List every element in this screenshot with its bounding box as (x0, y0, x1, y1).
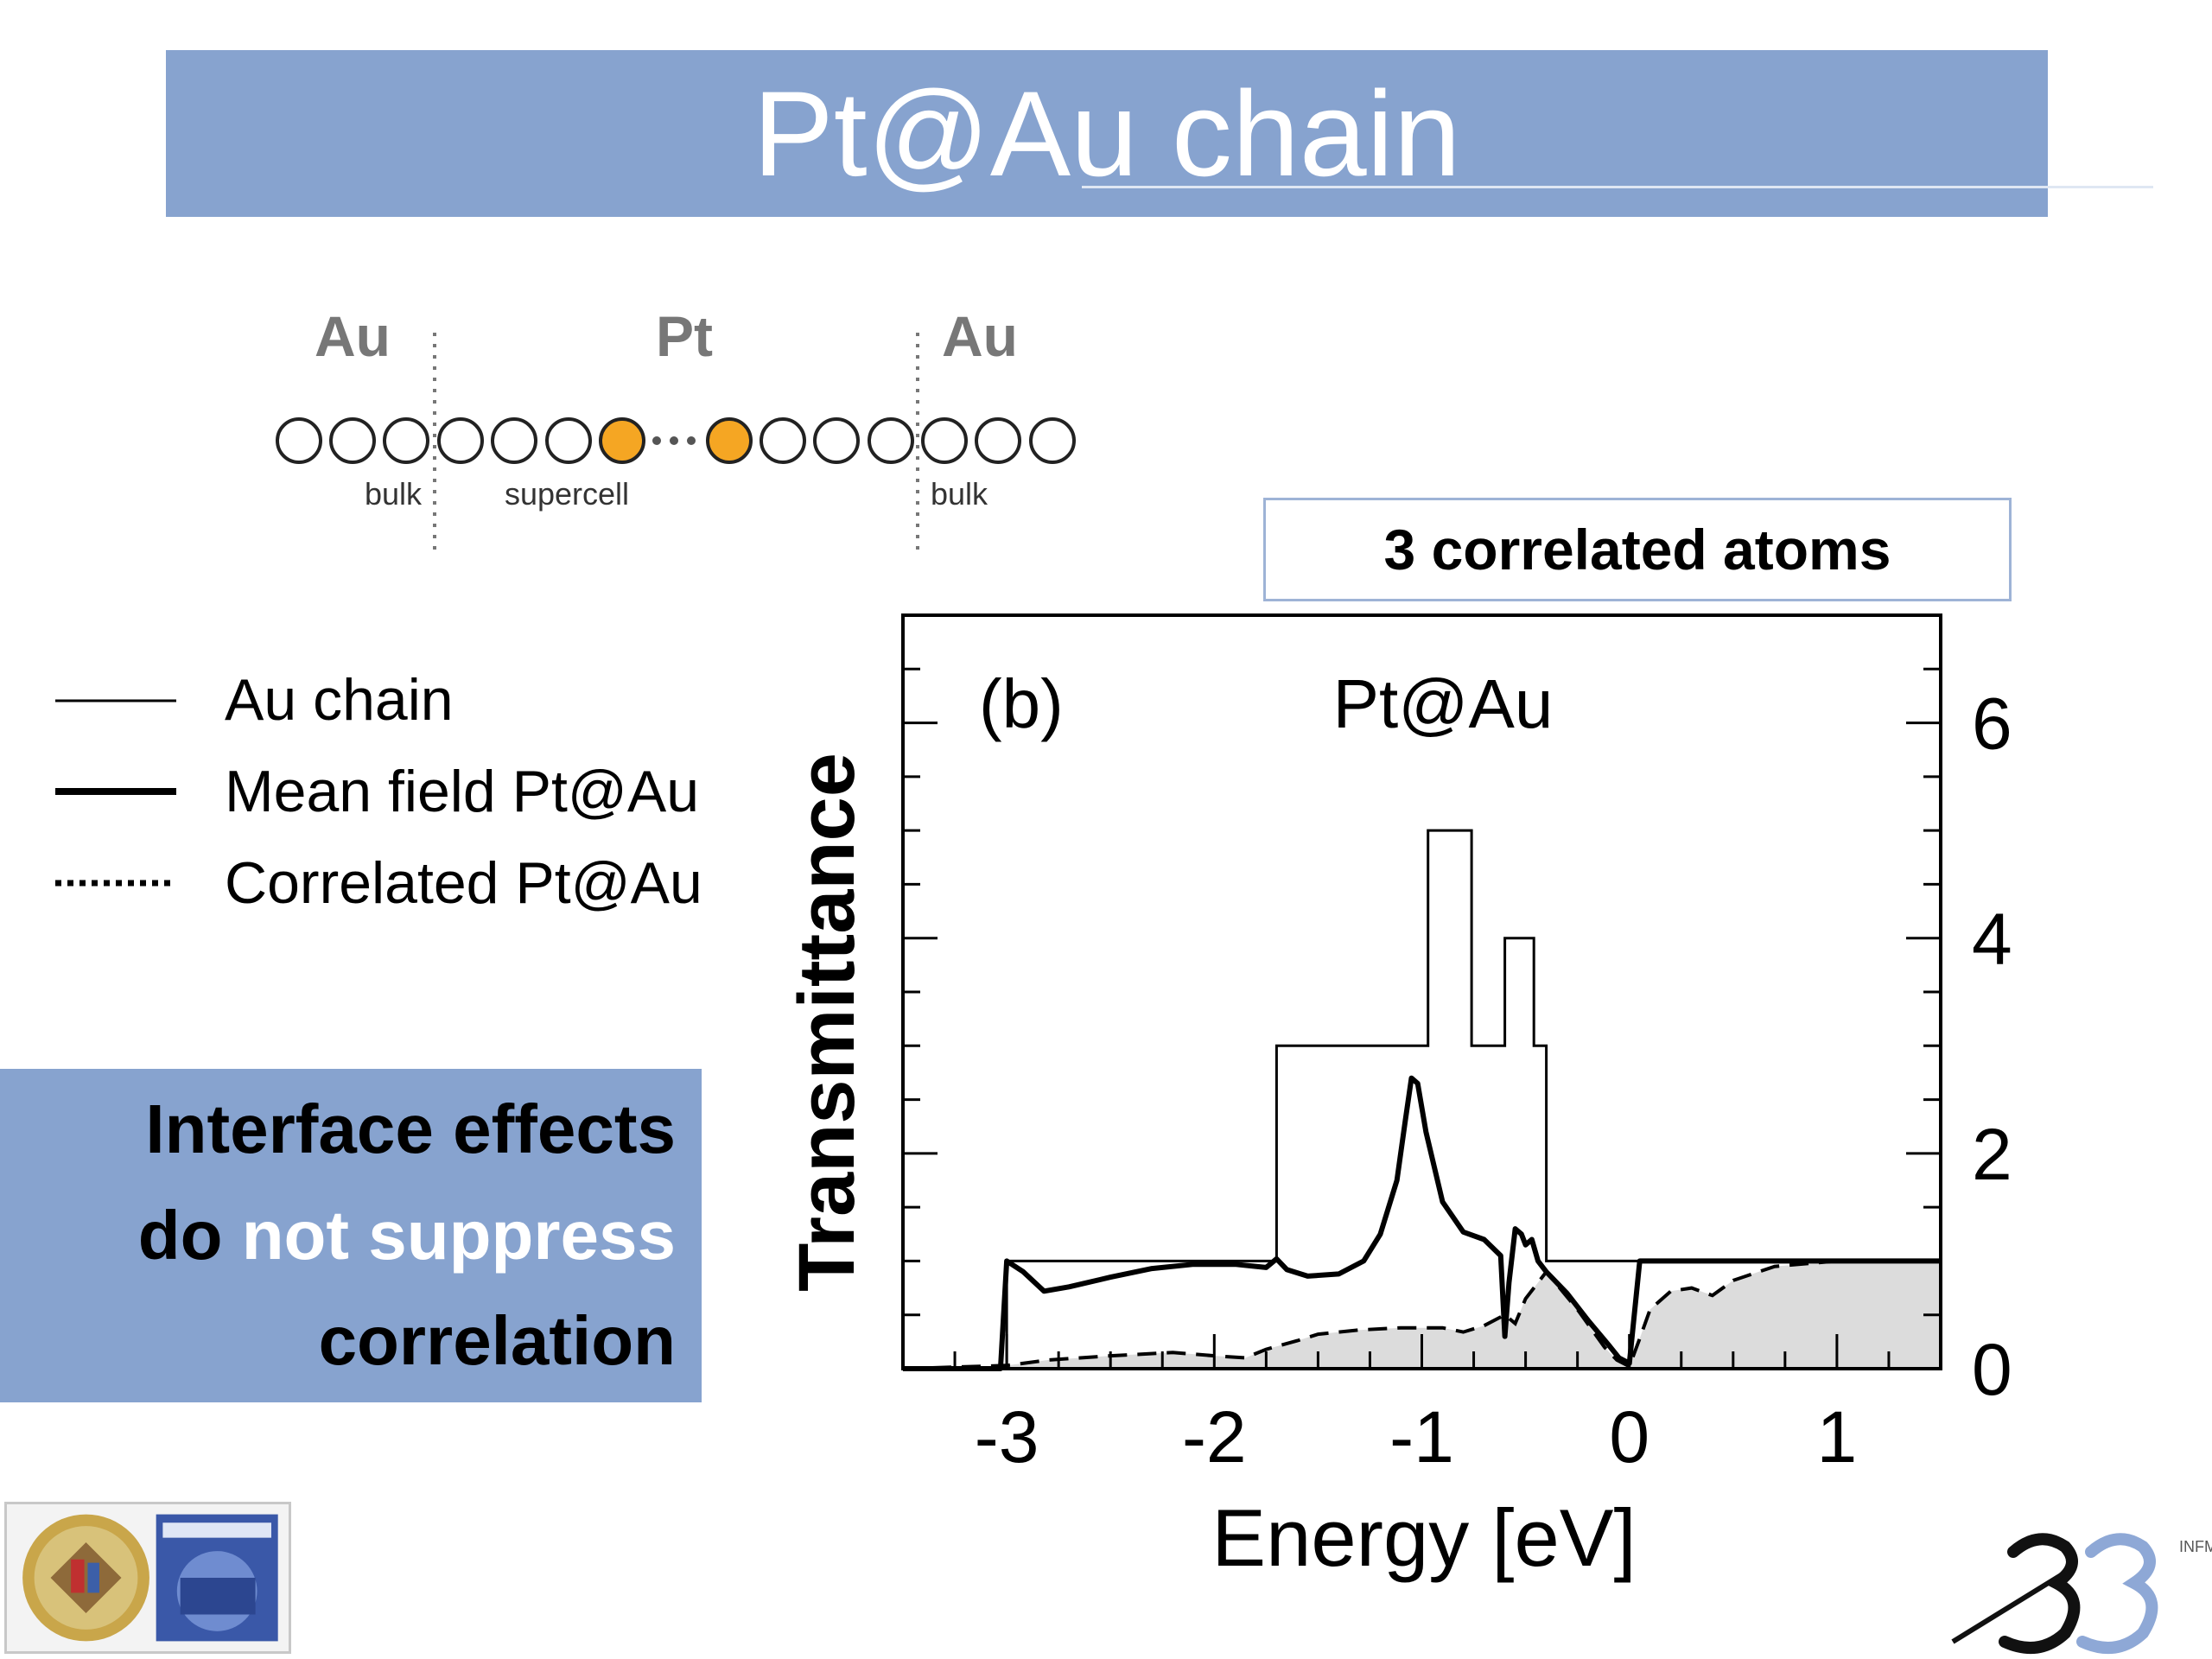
gap-dot (670, 436, 678, 445)
callout-line-2-prefix: do (137, 1197, 242, 1274)
title-bar: Pt@Au chain (166, 50, 2153, 217)
legend-thick-line-icon (55, 788, 176, 795)
pt-atom (706, 417, 753, 464)
au-atom (329, 417, 376, 464)
seal-icon (22, 1514, 149, 1642)
legend-label: Correlated Pt@Au (225, 850, 702, 916)
pt-atom (599, 417, 645, 464)
au-atom (491, 417, 537, 464)
seal-images (4, 1502, 291, 1654)
au-atom (383, 417, 429, 464)
au-atom (276, 417, 322, 464)
x-axis-label: Energy [eV] (1211, 1492, 1636, 1583)
title-underline (1082, 186, 2153, 188)
legend-thin-line-icon (55, 699, 176, 702)
panel-label: (b) (979, 665, 1064, 742)
series-mean-field (903, 1075, 1941, 1371)
y-tick-label: 0 (1972, 1329, 2012, 1410)
interface-callout: Interface effects do not suppress correl… (0, 1069, 702, 1402)
plot-frame (901, 613, 1942, 1370)
gap-dot (687, 436, 696, 445)
series-correlated (902, 1259, 1941, 1370)
x-tick-label: -3 (975, 1396, 1039, 1478)
atom-row (276, 417, 1076, 464)
au-atom (813, 417, 860, 464)
x-tick-label: 1 (1817, 1396, 1858, 1478)
callout-line-3: correlation (318, 1302, 676, 1379)
series-au-chain (903, 829, 1941, 1370)
legend-label: Mean field Pt@Au (225, 759, 700, 824)
callout-highlight: not suppress (241, 1197, 676, 1274)
au-atom (868, 417, 914, 464)
legend: Au chain Mean field Pt@Au Correlated Pt@… (52, 657, 760, 942)
city-map-icon (156, 1514, 278, 1642)
x-tick-label: 0 (1609, 1396, 1649, 1478)
y-tick-label: 4 (1972, 899, 2012, 980)
schematic-sublabel-bulk-left: bulk (365, 476, 423, 512)
legend-item-mean-field: Mean field Pt@Au (52, 748, 760, 835)
s3-logo: INFM (1951, 1533, 2212, 1654)
au-atom (921, 417, 968, 464)
gap-dot (652, 436, 661, 445)
schematic-sublabel-bulk-right: bulk (931, 476, 988, 512)
au-atom (545, 417, 592, 464)
correlated-atoms-badge: 3 correlated atoms (1263, 498, 2012, 601)
legend-dotted-line-icon (55, 880, 176, 887)
schematic-sublabel-supercell: supercell (505, 476, 629, 512)
au-atom (760, 417, 806, 464)
legend-item-correlated: Correlated Pt@Au (52, 840, 760, 926)
correlated-atoms-text: 3 correlated atoms (1383, 518, 1891, 582)
callout-line-2: do not suppress (138, 1192, 676, 1279)
au-atom (437, 417, 484, 464)
schematic-label-au-right: Au (942, 304, 1018, 368)
x-tick-label: -1 (1389, 1396, 1454, 1478)
plot-title: Pt@Au (1333, 665, 1554, 742)
au-atom (975, 417, 1021, 464)
legend-label: Au chain (225, 667, 454, 733)
slide-title: Pt@Au chain (753, 66, 1461, 201)
y-tick-label: 2 (1972, 1114, 2012, 1195)
au-atom (1029, 417, 1076, 464)
x-tick-label: -2 (1182, 1396, 1247, 1478)
y-tick-labels: 0 2 4 6 (1972, 683, 2012, 1410)
legend-item-au-chain: Au chain (52, 657, 760, 743)
x-tick-labels: -3 -2 -1 0 1 (975, 1396, 1858, 1478)
logo-mark: INFM (2179, 1538, 2212, 1555)
atom-gap-dots (652, 436, 696, 445)
callout-line-1: Interface effects (145, 1090, 676, 1167)
axis-ticks (901, 613, 1942, 1370)
schematic-label-au-left: Au (315, 304, 391, 368)
correlated-fill-area (903, 1261, 1941, 1369)
y-tick-label: 6 (1972, 683, 2012, 765)
y-axis-label: Transmittance (783, 753, 871, 1292)
schematic-label-pt: Pt (656, 304, 713, 368)
